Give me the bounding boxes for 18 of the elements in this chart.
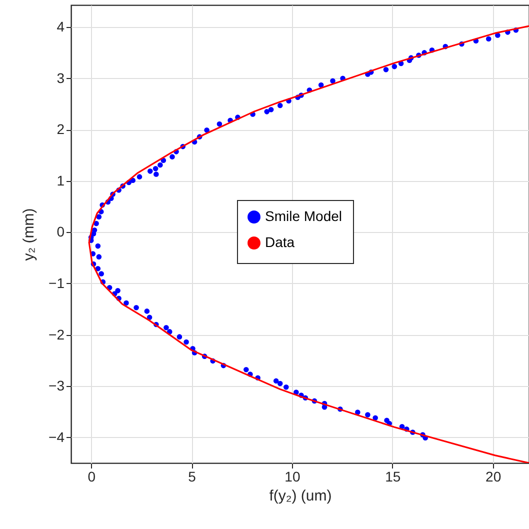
- legend-label: Smile Model: [265, 208, 342, 224]
- x-tick-label: 5: [188, 468, 196, 484]
- y-tick-label: 4: [56, 18, 65, 35]
- x-tick-label: 10: [284, 468, 300, 484]
- legend-label: Data: [265, 234, 295, 250]
- y-tick-label: 2: [56, 121, 65, 138]
- y-tick-label: 0: [56, 224, 65, 240]
- x-tick-label: 0: [88, 468, 96, 484]
- x-axis-title: f(y₂) (um): [269, 488, 332, 504]
- y-tick-label: −2: [48, 326, 65, 342]
- y-tick-label: −3: [48, 378, 65, 394]
- y-tick-label: −1: [48, 274, 65, 291]
- y-tick-label: 1: [56, 172, 65, 188]
- y-tick-label: −4: [48, 428, 65, 445]
- x-tick-label: 15: [385, 468, 401, 484]
- x-tick-label: 20: [486, 468, 502, 484]
- y-tick-label: 3: [56, 70, 65, 86]
- y-axis-title: y₂ (mm): [20, 208, 38, 261]
